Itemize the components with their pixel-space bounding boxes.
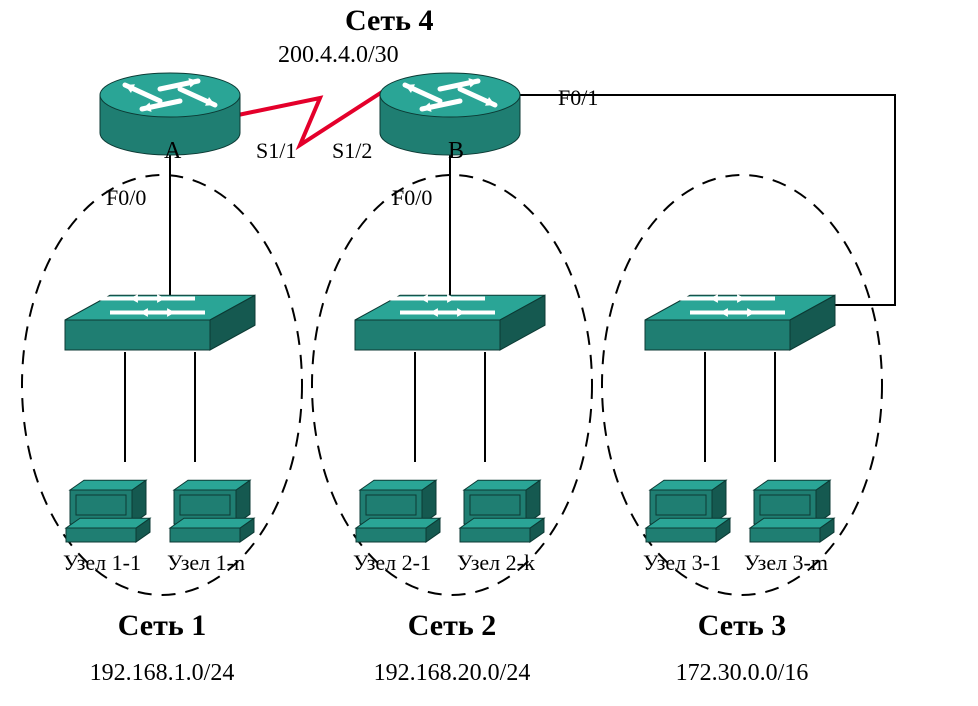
port-label: F0/1 xyxy=(558,85,598,110)
router-label: A xyxy=(164,138,182,164)
switch xyxy=(645,294,835,350)
network-boundary xyxy=(22,175,302,595)
port-label: S1/1 xyxy=(256,138,296,163)
host xyxy=(750,480,834,542)
host xyxy=(646,480,730,542)
wan-subnet: 200.4.4.0/30 xyxy=(278,42,399,68)
host xyxy=(66,480,150,542)
network-subnet: 192.168.1.0/24 xyxy=(90,660,235,686)
network-name: Сеть 2 xyxy=(408,609,496,642)
host-label: Узел 1-1 xyxy=(63,550,141,575)
switch xyxy=(355,294,545,350)
network-name: Сеть 1 xyxy=(118,609,206,642)
host xyxy=(170,480,254,542)
host xyxy=(460,480,544,542)
network-boundary xyxy=(312,175,592,595)
network-subnet: 172.30.0.0/16 xyxy=(676,660,809,686)
link xyxy=(520,95,895,305)
host-label: Узел 2-1 xyxy=(353,550,431,575)
port-label: F0/0 xyxy=(392,185,432,210)
network-subnet: 192.168.20.0/24 xyxy=(374,660,531,686)
host xyxy=(356,480,440,542)
port-label: F0/0 xyxy=(106,185,146,210)
switch xyxy=(65,294,255,350)
router-label: B xyxy=(448,138,464,164)
host-label: Узел 1-n xyxy=(167,550,245,575)
host-label: Узел 3-m xyxy=(744,550,828,575)
host-label: Узел 3-1 xyxy=(643,550,721,575)
network-name: Сеть 3 xyxy=(698,609,786,642)
network-boundary xyxy=(602,175,882,595)
host-label: Узел 2-k xyxy=(457,550,535,575)
port-label: S1/2 xyxy=(332,138,372,163)
wan-title: Сеть 4 xyxy=(345,4,433,37)
